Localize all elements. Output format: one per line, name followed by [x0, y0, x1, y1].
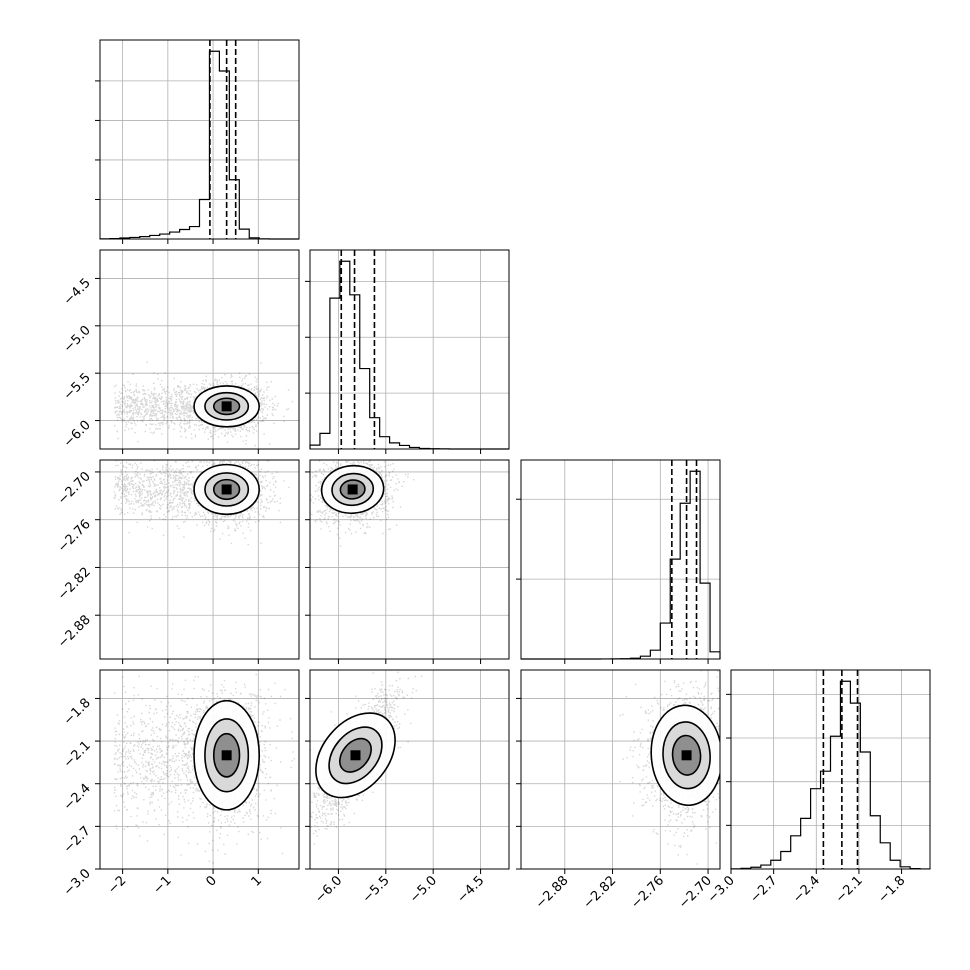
- contour-line-0: [315, 712, 396, 799]
- y-tick-label: −2.1: [61, 738, 94, 771]
- x-tick-label: −1: [151, 873, 175, 897]
- panel-frame: [730, 669, 931, 870]
- density-peak: [221, 484, 232, 495]
- y-tick-label: −4.5: [61, 276, 94, 309]
- contour-line-0: [193, 385, 260, 428]
- panel-frame: [99, 249, 300, 450]
- x-tick-label: −1.8: [875, 873, 908, 906]
- y-tick-label: −2.88: [55, 612, 94, 651]
- contour-line-1: [328, 726, 383, 785]
- panel-frame: [309, 669, 510, 870]
- density-panel-2-3: [516, 669, 721, 874]
- density-peak: [347, 484, 358, 495]
- contour-line-2: [339, 479, 366, 500]
- panel-frame: [99, 669, 300, 870]
- histogram-step-3: [730, 680, 931, 870]
- density-panel-1-3: [305, 669, 510, 874]
- x-tick-label: −2.7: [748, 873, 781, 906]
- contour-line-0: [320, 464, 385, 515]
- y-tick-label: −5.5: [61, 370, 94, 403]
- x-tick-label: −5.5: [360, 873, 393, 906]
- contour-line-1: [204, 718, 250, 793]
- contour-line-0: [650, 704, 720, 807]
- contour-line-2: [671, 734, 702, 776]
- x-tick-label: −2.76: [628, 873, 667, 912]
- y-tick-label: −6.0: [61, 418, 94, 451]
- density-peak: [221, 750, 232, 761]
- density-panel-0-3: [95, 669, 300, 874]
- contour-line-2: [212, 478, 241, 501]
- histogram-panel-1: [305, 249, 510, 454]
- x-tick-label: −3.0: [705, 873, 738, 906]
- y-tick-label: −1.8: [61, 696, 94, 729]
- contour-line-1: [204, 472, 250, 507]
- contour-line-1: [204, 391, 250, 421]
- panel-frame: [520, 669, 721, 870]
- y-tick-label: −2.7: [61, 824, 94, 857]
- histogram-panel-0: [95, 39, 300, 244]
- x-tick-label: −2.1: [833, 873, 866, 906]
- histogram-step-0: [99, 50, 299, 240]
- contour-line-0: [193, 463, 260, 516]
- panel-frame: [309, 459, 510, 660]
- x-tick-label: −2.88: [533, 873, 572, 912]
- density-content: [521, 670, 720, 869]
- x-tick-label: −5.0: [407, 873, 440, 906]
- density-content: [310, 460, 509, 659]
- y-tick-label: −3.0: [61, 866, 94, 899]
- contour-line-2: [212, 732, 241, 778]
- density-content: [100, 250, 299, 449]
- contour-line-1: [331, 472, 375, 507]
- panel-frame: [309, 249, 510, 450]
- contour-line-2: [212, 397, 241, 416]
- x-tick-label: −4.5: [454, 873, 487, 906]
- density-panel-0-2: [95, 459, 300, 664]
- x-tick-label: 0: [203, 873, 219, 889]
- y-tick-label: −5.0: [61, 323, 94, 356]
- x-tick-label: −2: [105, 873, 129, 897]
- density-peak: [221, 401, 232, 412]
- histogram-step-1: [309, 260, 509, 450]
- x-tick-label: 1: [249, 873, 265, 889]
- density-peak: [681, 750, 692, 761]
- histogram-panel-2: [516, 459, 721, 664]
- density-content: [100, 670, 299, 869]
- panel-frame: [520, 459, 721, 660]
- contour-line-1: [662, 721, 711, 790]
- y-tick-label: −2.82: [55, 565, 94, 604]
- x-tick-label: −6.0: [312, 873, 345, 906]
- density-panel-1-2: [305, 459, 510, 664]
- x-tick-label: −2.82: [581, 873, 620, 912]
- histogram-panel-3: [726, 669, 931, 874]
- contour-line-0: [193, 699, 260, 811]
- density-panel-0-1: [95, 249, 300, 454]
- panel-frame: [99, 39, 300, 240]
- density-content: [100, 460, 299, 659]
- panel-frame: [99, 459, 300, 660]
- y-tick-label: −2.70: [55, 469, 94, 508]
- x-tick-label: −2.4: [790, 873, 823, 906]
- contour-line-2: [339, 737, 372, 773]
- y-tick-label: −2.4: [61, 781, 94, 814]
- density-content: [310, 670, 509, 869]
- y-tick-label: −2.76: [55, 517, 94, 556]
- density-peak: [350, 750, 361, 761]
